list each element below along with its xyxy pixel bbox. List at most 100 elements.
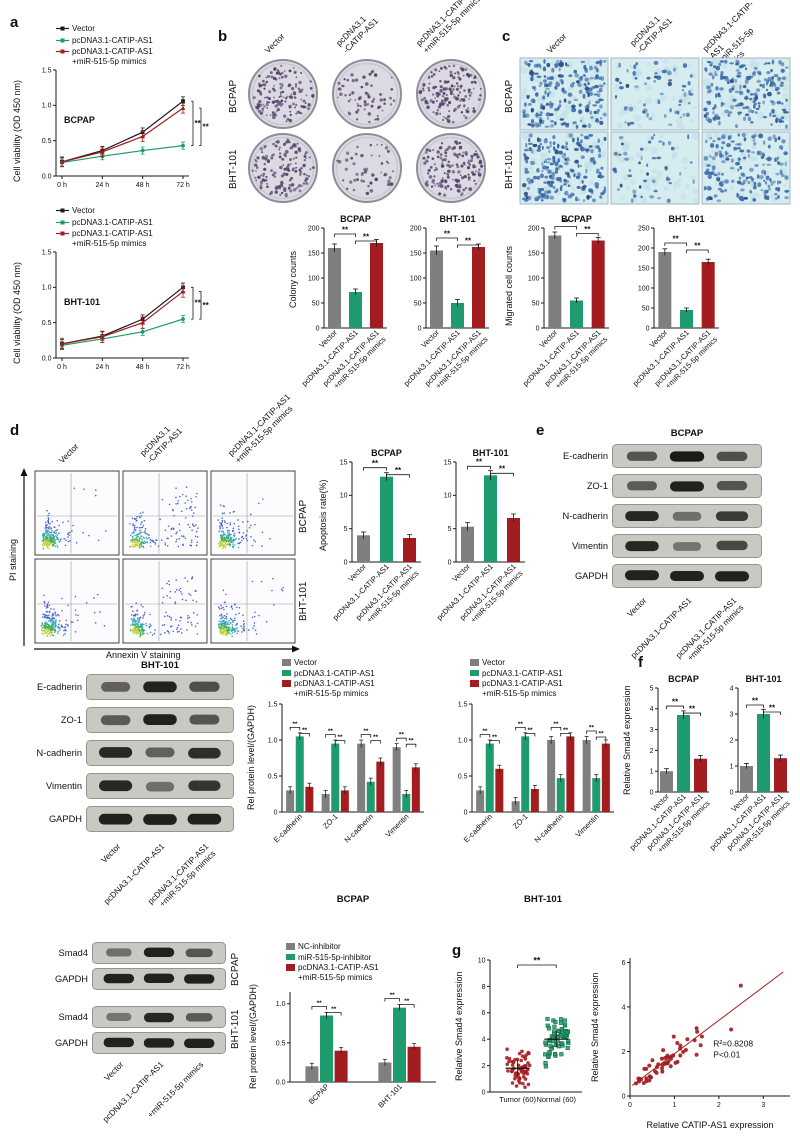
svg-text:0.5: 0.5 [42,320,52,327]
panel-b-label: b [218,28,228,45]
legend-swatch [282,669,291,676]
legend-swatch [56,48,69,58]
svg-text:1.5: 1.5 [42,249,52,256]
dot-plot-ylabel: Relative Smad4 expression [454,971,464,1081]
blot-row-label: ZO-1 [586,481,608,491]
svg-text:0: 0 [316,325,320,332]
correlation-ylabel: Relative Smad4 expression [590,972,600,1082]
annexin-axis-arrow [34,645,300,653]
svg-text:5: 5 [650,685,654,692]
panel-a-ylabel-bcpap: Cell viability (OD 450 nm) [12,79,22,182]
blot-strip-GAPDH [92,968,226,990]
svg-text:200: 200 [638,245,650,252]
migration-col-label-vector: Vector [544,31,569,56]
legend-item: pcDNA3.1-CATIP-AS1 +miR-515-5p mimics [470,679,620,698]
svg-text:3: 3 [761,1102,765,1109]
apoptosis-chart-bcpap: BCPAP051015VectorpcDNA3.1-CATIP-AS1pcDNA… [331,448,421,625]
svg-text:**: ** [328,728,334,735]
legend-item: miR-515-5p-inhibitor [286,953,448,963]
svg-text:**: ** [372,459,379,468]
legend-swatch [56,219,69,229]
legend-swatch [56,37,69,47]
svg-text:50: 50 [532,300,540,307]
svg-text:0: 0 [650,789,654,796]
protein-ylabel: Rel protein level/(GAPDH) [246,704,256,810]
legend-label: pcDNA3.1-CATIP-AS1 +miR-515-5p mimics [294,679,375,698]
svg-text:0: 0 [730,789,734,796]
legend-swatch [56,25,69,35]
svg-text:0: 0 [344,559,348,566]
svg-text:**: ** [195,299,202,308]
legend-item: pcDNA3.1-CATIP-AS1 +miR-515-5p mimics [286,963,448,982]
legend-label: pcDNA3.1-CATIP-AS1 +miR-515-5p mimics [482,679,563,698]
colony-counts-ylabel: Colony counts [288,250,298,308]
svg-text:**: ** [203,301,210,310]
svg-text:BHT-101: BHT-101 [439,214,475,224]
blot-row-label: E-cadherin [563,451,608,461]
svg-text:150: 150 [410,250,422,257]
svg-text:2: 2 [730,737,734,744]
blot-strip-ZO-1 [86,707,234,733]
svg-text:200: 200 [528,225,540,232]
svg-text:4: 4 [730,685,734,692]
blot-row-label: GAPDH [54,1038,88,1048]
svg-text:6: 6 [482,1010,486,1017]
svg-text:**: ** [399,732,405,739]
svg-text:E-cadherin: E-cadherin [272,812,304,844]
bht-blot-title: BHT-101 [140,660,179,671]
legend-label: pcDNA3.1-CATIP-AS1 [72,35,153,45]
svg-text:**: ** [404,998,410,1005]
svg-text:0: 0 [464,809,468,816]
panel-e-label: e [536,422,545,439]
svg-text:0: 0 [418,325,422,332]
legend-item: pcDNA3.1-CATIP-AS1 +miR-515-5p mimics [56,47,214,66]
svg-text:**: ** [363,232,370,241]
svg-text:**: ** [584,225,591,234]
legend-label: pcDNA3.1-CATIP-AS1 +miR-515-5p mimics [298,963,379,982]
svg-text:**: ** [752,696,759,705]
svg-text:**: ** [689,704,696,713]
flow-row-label-bcpap: BCPAP [298,499,309,533]
svg-text:10: 10 [478,957,486,964]
legend-swatch [470,659,479,666]
blot-row-label: GAPDH [48,814,82,824]
smad4-chart-bcpap: BCPAP012345VectorpcDNA3.1-CATIP-AS1pcDNA… [628,674,712,855]
svg-text:**: ** [331,1006,337,1013]
colony-well-image [332,59,402,129]
svg-text:Tumor (60): Tumor (60) [499,1095,536,1104]
svg-text:4: 4 [622,1004,626,1011]
svg-text:N-cadherin: N-cadherin [533,812,566,845]
svg-text:**: ** [694,241,701,250]
svg-text:1: 1 [650,769,654,776]
svg-text:**: ** [563,218,570,227]
legend-swatch [286,943,295,950]
svg-text:8: 8 [482,984,486,991]
svg-text:**: ** [672,697,679,706]
colony-well-image [332,133,402,203]
svg-text:**: ** [363,728,369,735]
svg-text:200: 200 [410,225,422,232]
svg-text:4: 4 [482,1037,486,1044]
legend-swatch [470,669,479,676]
svg-text:150: 150 [308,250,320,257]
legend-label: pcDNA3.1-CATIP-AS1 +miR-515-5p mimics [72,229,153,248]
flow-cytometry-plot [210,470,296,556]
legend-label: miR-515-5p-inhibitor [298,952,372,962]
svg-text:100: 100 [528,275,540,282]
panel-a-label: a [10,14,19,31]
blot-strip-Vimentin [612,534,762,558]
migration-image [701,131,791,205]
svg-text:0: 0 [482,1089,486,1096]
svg-text:**: ** [553,721,559,728]
legend-item: pcDNA3.1-CATIP-AS1 [470,669,620,679]
svg-text:**: ** [444,229,451,238]
svg-text:3: 3 [730,711,734,718]
migrated-cells-ylabel: Migrated cell counts [504,245,514,326]
colony-well-image [248,59,318,129]
svg-text:1.0: 1.0 [458,737,468,744]
colony-col-label-catip: pcDNA3.1 -CATIP-AS1 [333,13,380,55]
legend-label: Vector [294,658,317,667]
svg-text:0.0: 0.0 [42,355,52,362]
svg-text:0.0: 0.0 [42,173,52,180]
svg-text:**: ** [492,734,498,741]
